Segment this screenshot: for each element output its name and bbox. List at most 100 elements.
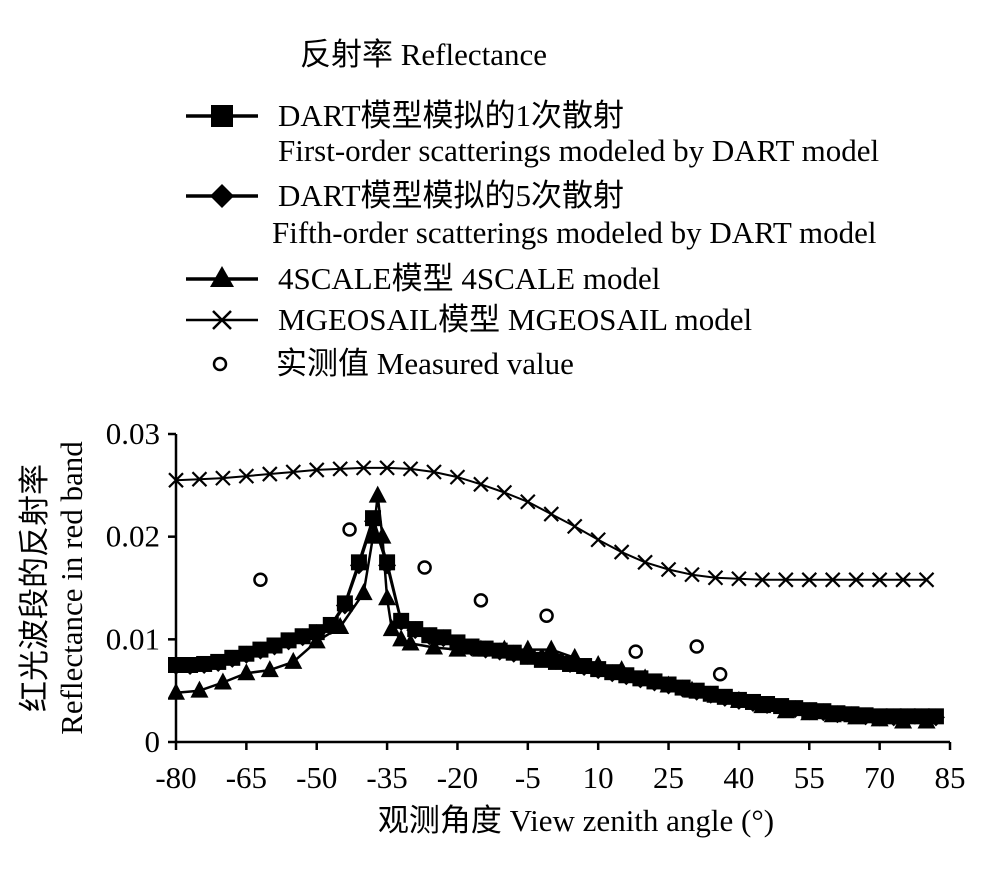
legend-entry-4scale: 4SCALE模型 4SCALE model bbox=[186, 261, 660, 296]
y-tick-label: 0.02 bbox=[106, 519, 160, 554]
series-4scale-point bbox=[354, 583, 373, 601]
series-4scale-point bbox=[378, 588, 397, 606]
x-axis-title: 观测角度 View zenith angle (°) bbox=[378, 803, 774, 838]
series-dart-first-point bbox=[885, 708, 902, 725]
series-4scale-point bbox=[213, 672, 232, 690]
triangle-marker-icon bbox=[210, 266, 234, 287]
series-4scale-point bbox=[392, 629, 411, 647]
series-dart-first-point bbox=[660, 676, 677, 693]
series-mgeosail-point bbox=[379, 460, 395, 476]
x-tick-label: -80 bbox=[155, 760, 196, 795]
series-dart-first-point bbox=[843, 706, 860, 723]
series-dart-first-point bbox=[435, 629, 452, 646]
series-measured-point bbox=[712, 666, 728, 682]
series-mgeosail-line bbox=[175, 466, 927, 581]
series-dart-first-point bbox=[857, 707, 874, 724]
series-mgeosail-point bbox=[637, 554, 653, 571]
series-dart-first-point bbox=[365, 510, 382, 527]
series-dart-first-point bbox=[618, 667, 635, 684]
series-mgeosail-point bbox=[801, 572, 818, 588]
series-mgeosail-point bbox=[402, 461, 419, 477]
series-4scale-point bbox=[401, 633, 420, 651]
series-measured-point bbox=[473, 593, 489, 608]
y-tick-label: 0 bbox=[145, 724, 161, 759]
series-dart-first-point bbox=[449, 634, 466, 651]
series-dart-first-point bbox=[210, 653, 227, 670]
series-dart-first-point bbox=[632, 670, 649, 687]
series-dart-first bbox=[168, 510, 944, 725]
series-dart-first-point bbox=[871, 708, 888, 725]
series-dart-first-point bbox=[547, 653, 564, 670]
series-mgeosail-point bbox=[590, 531, 606, 548]
series-dart-first-point bbox=[646, 673, 663, 690]
x-marker-icon bbox=[212, 310, 232, 330]
x-axis-ticks: -80 -65 -50 -35 -20 -5 10 25 40 55 70 85 bbox=[155, 742, 966, 795]
series-mgeosail-point bbox=[543, 506, 560, 522]
series-dart-first-point bbox=[182, 657, 199, 673]
legend-label-dart-fifth-line1: DART模型模拟的5次散射 bbox=[278, 178, 624, 213]
series-dart-first-point bbox=[562, 655, 579, 672]
series-measured bbox=[253, 522, 728, 682]
series-4scale-point bbox=[237, 663, 256, 681]
x-tick-label: 85 bbox=[935, 760, 966, 795]
x-tick-label: 70 bbox=[864, 760, 895, 795]
series-dart-first-point bbox=[899, 708, 916, 725]
series-4scale-point bbox=[284, 651, 303, 669]
legend-label-measured: 实测值 Measured value bbox=[276, 346, 574, 381]
series-dart-first-line bbox=[176, 516, 936, 718]
legend-entry-dart-fifth: DART模型模拟的5次散射 Fifth-order scatterings mo… bbox=[186, 178, 877, 250]
series-mgeosail-point bbox=[262, 466, 278, 482]
series-dart-first-point bbox=[801, 702, 818, 719]
series-dart-first-point bbox=[533, 651, 550, 668]
series-mgeosail-point bbox=[848, 572, 864, 588]
series-dart-first-point bbox=[576, 658, 593, 675]
series-dart-first-point bbox=[716, 688, 733, 705]
series-mgeosail-point bbox=[285, 464, 302, 480]
series-measured-point bbox=[689, 639, 704, 654]
series-4scale-point bbox=[168, 682, 185, 700]
series-dart-first-point bbox=[350, 554, 367, 571]
diamond-marker-icon bbox=[210, 184, 234, 208]
legend-entry-mgeosail: MGEOSAIL模型 MGEOSAIL model bbox=[186, 302, 752, 337]
series-mgeosail-point bbox=[308, 462, 325, 478]
series-dart-first-point bbox=[477, 640, 494, 657]
series-dart-first-point bbox=[196, 655, 213, 672]
x-tick-label: 55 bbox=[794, 760, 825, 795]
series-dart-first-point bbox=[702, 685, 719, 702]
circle-marker-icon bbox=[212, 356, 228, 372]
series-dart-first-point bbox=[280, 632, 297, 649]
series-mgeosail-point bbox=[449, 469, 466, 485]
series-mgeosail-point bbox=[918, 572, 935, 588]
series-mgeosail-point bbox=[496, 484, 513, 501]
series-dart-first-point bbox=[224, 649, 241, 666]
series-dart-first-point bbox=[168, 657, 184, 673]
y-tick-label: 0.03 bbox=[106, 416, 160, 451]
series-mgeosail-point bbox=[754, 572, 771, 588]
x-tick-label: -50 bbox=[296, 760, 337, 795]
square-marker-icon bbox=[211, 105, 233, 127]
series-measured-point bbox=[417, 560, 432, 575]
x-tick-label: 25 bbox=[653, 760, 684, 795]
series-mgeosail-point bbox=[520, 493, 536, 510]
series-mgeosail-point bbox=[778, 572, 794, 588]
series-mgeosail-point bbox=[355, 460, 372, 476]
series-dart-first-point bbox=[730, 691, 747, 708]
series-dart-first-point bbox=[815, 703, 832, 720]
series-mgeosail bbox=[168, 460, 935, 588]
series-dart-first-point bbox=[829, 705, 846, 722]
series-mgeosail-point bbox=[731, 570, 747, 587]
series-dart-first-point bbox=[407, 621, 424, 638]
series-dart-first-point bbox=[379, 554, 396, 571]
series-4scale-point bbox=[260, 660, 279, 678]
chart-axes: -80 -65 -50 -35 -20 -5 10 25 40 55 70 85 00.010.020… bbox=[106, 416, 966, 795]
series-mgeosail-point bbox=[684, 566, 700, 583]
series-dart-first-point bbox=[505, 644, 522, 661]
series-dart-first-point bbox=[744, 693, 761, 710]
series-4scale bbox=[168, 485, 936, 729]
series-dart-first-point bbox=[336, 595, 353, 612]
legend-label-mgeosail: MGEOSAIL模型 MGEOSAIL model bbox=[278, 302, 752, 337]
series-dart-first-point bbox=[238, 645, 255, 662]
y-tick-label: 0.01 bbox=[106, 621, 160, 656]
series-dart-first-point bbox=[421, 627, 438, 644]
